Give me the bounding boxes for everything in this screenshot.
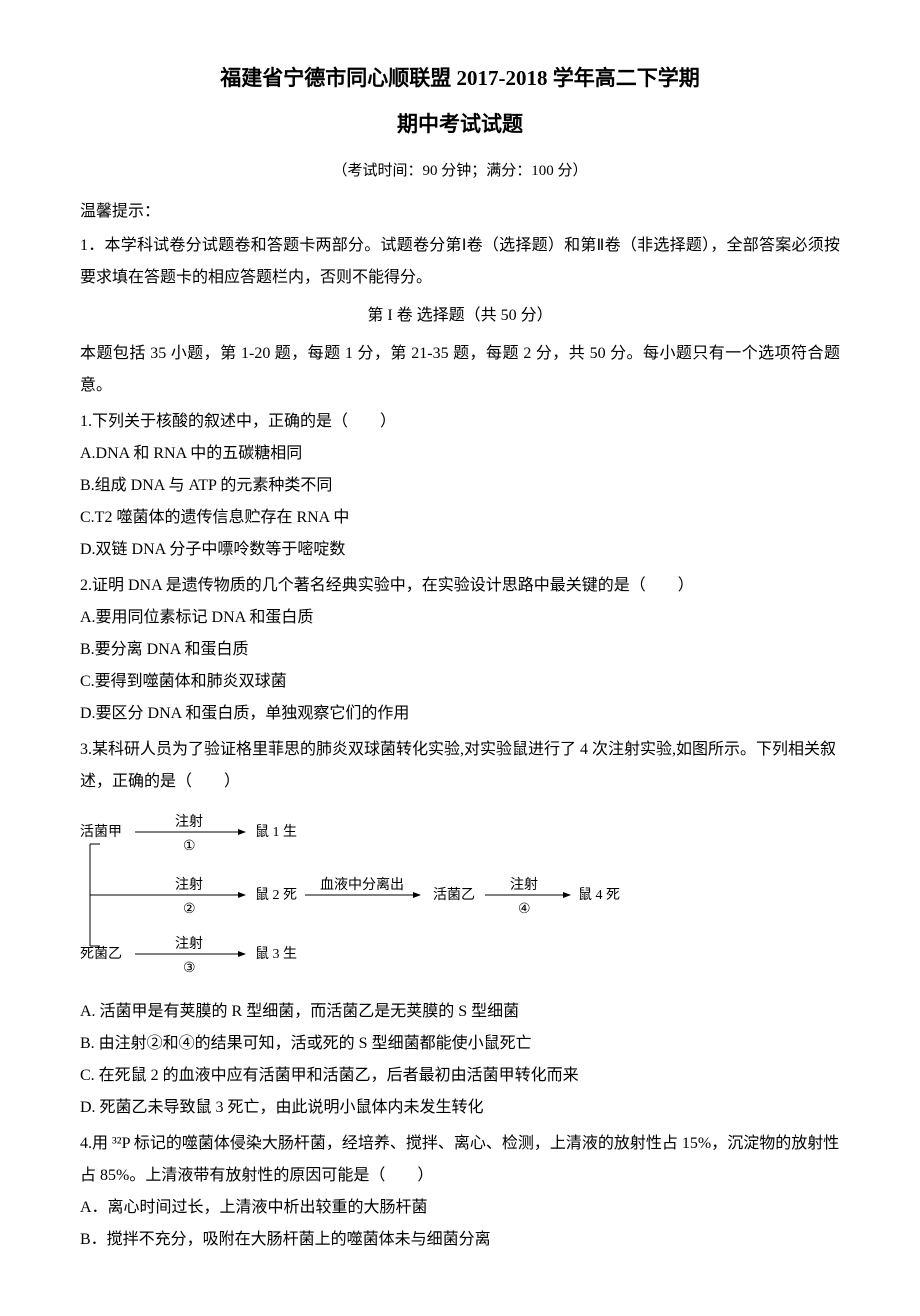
q2-option-a: A.要用同位素标记 DNA 和蛋白质 [80,602,840,634]
diag-n4: ④ [518,902,531,917]
section-info: 本题包括 35 小题，第 1-20 题，每题 1 分，第 21-35 题，每题 … [80,338,840,402]
q3-option-d: D. 死菌乙未导致鼠 3 死亡，由此说明小鼠体内未发生转化 [80,1092,840,1124]
q4-stem: 4.用 ³²P 标记的噬菌体侵染大肠杆菌，经培养、搅拌、离心、检测，上清液的放射… [80,1128,840,1192]
title-line-1: 福建省宁德市同心顺联盟 2017-2018 学年高二下学期 [80,60,840,98]
q1-option-d: D.双链 DNA 分子中嘌呤数等于嘧啶数 [80,534,840,566]
diag-n3: ③ [183,961,196,976]
q2-option-b: B.要分离 DNA 和蛋白质 [80,634,840,666]
q3-stem: 3.某科研人员为了验证格里菲思的肺炎双球菌转化实验,对实验鼠进行了 4 次注射实… [80,734,840,798]
diag-live-a: 活菌甲 [80,824,122,840]
section-header: 第 I 卷 选择题（共 50 分） [80,300,840,332]
q2-option-d: D.要区分 DNA 和蛋白质，单独观察它们的作用 [80,698,840,730]
diag-mouse2: 鼠 2 死 [255,887,297,903]
tips-label: 温馨提示： [80,196,840,228]
diag-dead-b: 死菌乙 [80,946,122,962]
diag-mouse3: 鼠 3 生 [255,946,297,962]
diag-inject-1: 注射 [175,814,203,830]
diag-n2: ② [183,902,196,917]
q1-option-a: A.DNA 和 RNA 中的五碳糖相同 [80,438,840,470]
exam-info: （考试时间：90 分钟；满分：100 分） [80,156,840,186]
diag-inject-3: 注射 [175,936,203,952]
q3-diagram: 活菌甲 注射 ① 鼠 1 生 注射 ② 鼠 2 死 血液中分离出 活菌乙 注射 … [80,808,840,978]
q1-stem: 1.下列关于核酸的叙述中，正确的是（ ） [80,406,840,438]
q2-option-c: C.要得到噬菌体和肺炎双球菌 [80,666,840,698]
diag-inject-4: 注射 [510,877,538,893]
q2-stem: 2.证明 DNA 是遗传物质的几个著名经典实验中，在实验设计思路中最关键的是（ … [80,570,840,602]
q4-option-a: A．离心时间过长，上清液中析出较重的大肠杆菌 [80,1192,840,1224]
diag-inject-2: 注射 [175,877,203,893]
q3-diagram-svg: 活菌甲 注射 ① 鼠 1 生 注射 ② 鼠 2 死 血液中分离出 活菌乙 注射 … [80,808,660,978]
diag-live-b: 活菌乙 [433,887,475,903]
q4-option-b: B．搅拌不充分，吸附在大肠杆菌上的噬菌体未与细菌分离 [80,1224,840,1256]
diag-mouse4: 鼠 4 死 [578,887,620,903]
instructions-1: 1．本学科试卷分试题卷和答题卡两部分。试题卷分第Ⅰ卷（选择题）和第Ⅱ卷（非选择题… [80,230,840,294]
diag-n1: ① [183,839,196,854]
q1-option-c: C.T2 噬菌体的遗传信息贮存在 RNA 中 [80,502,840,534]
q1-option-b: B.组成 DNA 与 ATP 的元素种类不同 [80,470,840,502]
diag-separate: 血液中分离出 [320,876,404,893]
q3-option-c: C. 在死鼠 2 的血液中应有活菌甲和活菌乙，后者最初由活菌甲转化而来 [80,1060,840,1092]
q3-option-a: A. 活菌甲是有荚膜的 R 型细菌，而活菌乙是无荚膜的 S 型细菌 [80,996,840,1028]
diag-mouse1: 鼠 1 生 [255,824,297,840]
title-line-2: 期中考试试题 [80,106,840,144]
q3-option-b: B. 由注射②和④的结果可知，活或死的 S 型细菌都能使小鼠死亡 [80,1028,840,1060]
